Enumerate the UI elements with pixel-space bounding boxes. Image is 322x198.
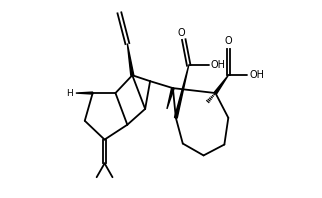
Text: O: O bbox=[224, 35, 232, 46]
Polygon shape bbox=[76, 92, 93, 94]
Text: OH: OH bbox=[211, 60, 226, 70]
Polygon shape bbox=[175, 65, 189, 118]
Text: OH: OH bbox=[250, 70, 264, 80]
Polygon shape bbox=[167, 88, 174, 109]
Polygon shape bbox=[214, 75, 228, 94]
Text: O: O bbox=[177, 28, 185, 38]
Polygon shape bbox=[127, 44, 134, 75]
Text: H: H bbox=[66, 89, 73, 98]
